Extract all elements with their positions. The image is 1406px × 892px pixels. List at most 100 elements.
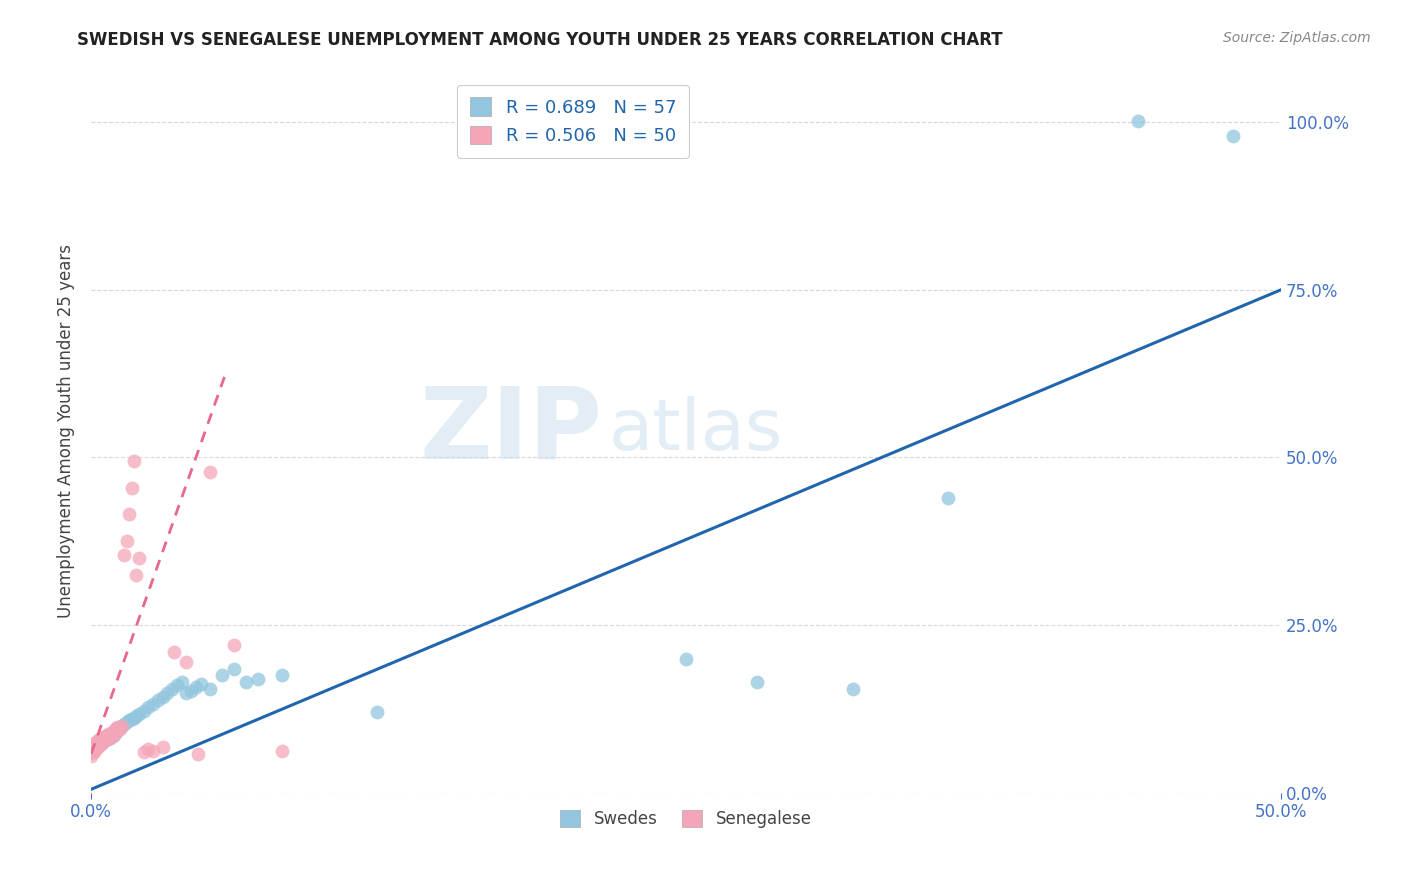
Point xyxy=(91,735,114,749)
Point xyxy=(190,677,212,691)
Point xyxy=(97,726,120,740)
Point xyxy=(91,731,114,745)
Point xyxy=(180,683,202,698)
Point xyxy=(98,726,121,740)
Point xyxy=(104,723,127,738)
Point xyxy=(125,567,148,582)
Point xyxy=(94,733,117,747)
Point xyxy=(142,744,165,758)
Point xyxy=(176,686,198,700)
Point xyxy=(170,675,193,690)
Point xyxy=(366,705,388,719)
Text: Source: ZipAtlas.com: Source: ZipAtlas.com xyxy=(1223,31,1371,45)
Point xyxy=(80,742,103,756)
Point xyxy=(128,706,150,721)
Point xyxy=(156,686,179,700)
Point xyxy=(270,668,292,682)
Point xyxy=(270,744,292,758)
Point xyxy=(94,729,117,743)
Point xyxy=(747,675,769,690)
Point xyxy=(136,699,159,714)
Point xyxy=(211,668,233,682)
Point xyxy=(80,746,103,760)
Point xyxy=(84,738,107,752)
Point xyxy=(101,725,124,739)
Point xyxy=(101,729,124,743)
Point xyxy=(80,739,103,753)
Point xyxy=(84,739,107,753)
Point xyxy=(83,742,105,756)
Point xyxy=(90,738,112,752)
Point xyxy=(94,733,117,747)
Point xyxy=(675,651,697,665)
Point xyxy=(84,740,107,755)
Point xyxy=(128,551,150,566)
Point xyxy=(97,731,120,745)
Point xyxy=(122,454,145,468)
Point xyxy=(105,720,128,734)
Point xyxy=(114,717,136,731)
Point xyxy=(152,740,174,755)
Point xyxy=(111,718,134,732)
Point xyxy=(87,740,110,755)
Point xyxy=(166,678,188,692)
Text: atlas: atlas xyxy=(609,396,783,465)
Point xyxy=(105,722,128,736)
Point xyxy=(198,681,221,696)
Point xyxy=(198,465,221,479)
Point xyxy=(80,746,103,760)
Point xyxy=(101,729,124,743)
Y-axis label: Unemployment Among Youth under 25 years: Unemployment Among Youth under 25 years xyxy=(58,244,75,617)
Point xyxy=(132,704,155,718)
Point xyxy=(97,729,120,743)
Point xyxy=(163,645,186,659)
Point xyxy=(936,491,959,505)
Point xyxy=(98,726,121,740)
Point xyxy=(104,726,127,740)
Point xyxy=(83,739,105,753)
Point xyxy=(115,715,138,730)
Point xyxy=(235,675,257,690)
Point xyxy=(152,690,174,705)
Point xyxy=(118,508,141,522)
Point xyxy=(80,748,103,763)
Legend: Swedes, Senegalese: Swedes, Senegalese xyxy=(554,804,818,835)
Point xyxy=(142,697,165,711)
Point xyxy=(87,738,110,752)
Point xyxy=(176,655,198,669)
Point xyxy=(115,534,138,549)
Point xyxy=(146,693,169,707)
Point xyxy=(104,722,127,736)
Point xyxy=(90,731,112,745)
Point xyxy=(121,481,143,495)
Point xyxy=(108,722,131,736)
Point xyxy=(83,740,105,755)
Point xyxy=(105,723,128,738)
Point xyxy=(118,713,141,727)
Point xyxy=(97,731,120,746)
Point xyxy=(83,738,105,752)
Point xyxy=(187,747,209,761)
Point xyxy=(841,681,863,696)
Point xyxy=(101,725,124,739)
Point xyxy=(1128,113,1150,128)
Point xyxy=(1222,128,1244,143)
Point xyxy=(90,738,112,752)
Point xyxy=(125,708,148,723)
Point xyxy=(246,672,269,686)
Point xyxy=(91,731,114,746)
Point xyxy=(83,742,105,756)
Point xyxy=(108,720,131,734)
Point xyxy=(87,735,110,749)
Point xyxy=(94,731,117,745)
Point xyxy=(136,742,159,756)
Point xyxy=(184,680,207,694)
Point xyxy=(111,718,134,732)
Point xyxy=(83,746,105,760)
Point xyxy=(104,725,127,739)
Point xyxy=(114,548,136,562)
Point xyxy=(90,733,112,747)
Point xyxy=(84,735,107,749)
Point xyxy=(222,662,245,676)
Text: SWEDISH VS SENEGALESE UNEMPLOYMENT AMONG YOUTH UNDER 25 YEARS CORRELATION CHART: SWEDISH VS SENEGALESE UNEMPLOYMENT AMONG… xyxy=(77,31,1002,49)
